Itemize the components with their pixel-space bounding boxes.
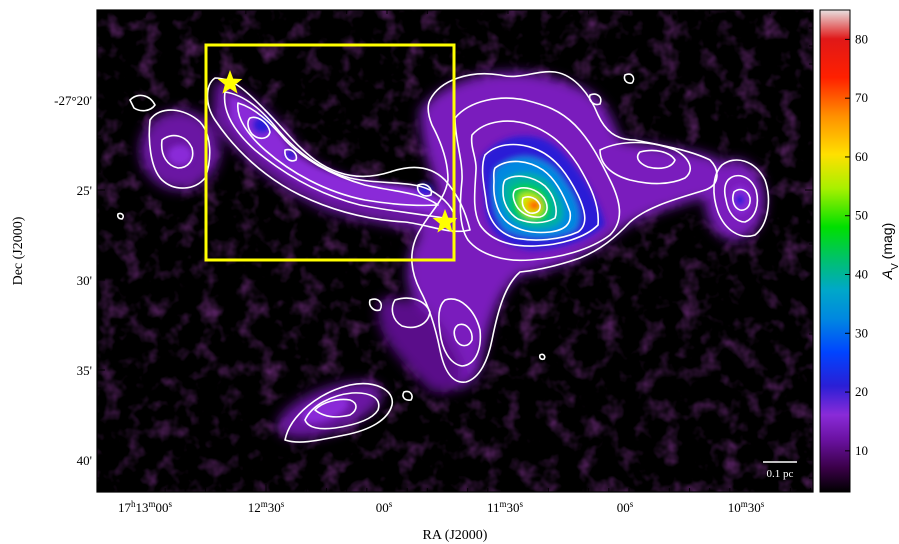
y-tick-label: -27°20' <box>54 93 92 108</box>
colorbar-tick-label: 30 <box>855 325 868 340</box>
star-marker-2 <box>432 209 458 233</box>
colorbar-tick-label: 60 <box>855 149 868 164</box>
axis-ticks <box>97 9 813 492</box>
x-tick-label: 10m30s <box>728 499 765 515</box>
y-tick-label: 30' <box>77 273 92 288</box>
colorbar-tick-label: 10 <box>855 443 868 458</box>
y-tick-label: 40' <box>77 453 92 468</box>
x-tick-label: 17h13m00s <box>118 499 173 515</box>
x-tick-label: 12m30s <box>248 499 285 515</box>
x-axis-label: RA (J2000) <box>423 528 488 543</box>
scale-bar-label: 0.1 pc <box>767 468 794 480</box>
colorbar-tick-label: 50 <box>855 208 868 223</box>
y-tick-label: 35' <box>77 363 92 378</box>
x-tick-label: 00s <box>376 499 393 515</box>
colorbar-ticks: 10 20 30 40 50 60 70 80 <box>845 31 868 458</box>
colorbar-tick-label: 80 <box>855 31 868 46</box>
x-tick-label: 00s <box>617 499 634 515</box>
y-axis-label: Dec (J2000) <box>11 216 26 285</box>
colorbar-tick-label: 70 <box>855 90 868 105</box>
y-tick-label: 25' <box>77 183 92 198</box>
extinction-map: 0.1 pc <box>97 10 813 492</box>
y-tick-labels: -27°20' 25' 30' 35' 40' <box>54 93 92 468</box>
star-marker-1 <box>217 70 243 94</box>
x-tick-labels: 17h13m00s 12m30s 00s 11m30s 00s 10m30s <box>118 499 765 515</box>
colorbar-tick-label: 40 <box>855 267 868 282</box>
region-box <box>204 43 456 262</box>
colorbar: 10 20 30 40 50 60 70 80 AV (mag) <box>819 9 899 493</box>
x-tick-label: 11m30s <box>487 499 524 515</box>
colorbar-label: AV (mag) <box>879 223 899 280</box>
colorbar-tick-label: 20 <box>855 384 868 399</box>
